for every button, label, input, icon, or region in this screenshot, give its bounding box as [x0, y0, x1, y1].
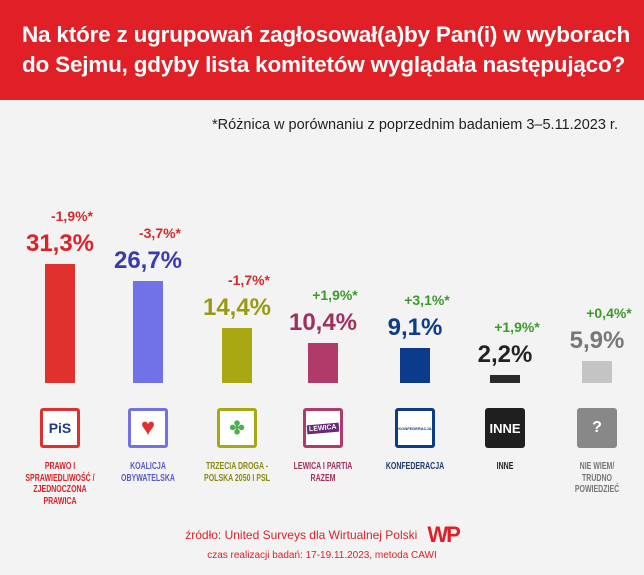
- value-label: 26,7%: [113, 247, 183, 275]
- change-label: +1,9%*: [494, 318, 540, 335]
- title-line-1: Na które z ugrupowań zagłosował(a)by Pan…: [22, 22, 631, 47]
- value-label: 31,3%: [25, 230, 95, 257]
- bar: [133, 281, 163, 383]
- inne-logo-icon: INNE: [485, 408, 525, 448]
- category-label: PRAWO I SPRAWIEDLIWOŚĆ / ZJEDNOCZONA PRA…: [25, 461, 95, 507]
- konfederacja-logo-icon: KONFEDERACJA: [395, 408, 435, 448]
- trzecia-droga-logo-icon: ✤: [217, 408, 257, 448]
- value-label: 14,4%: [202, 294, 272, 322]
- value-label: 10,4%: [288, 309, 358, 337]
- chart-title: Na które z ugrupowań zagłosował(a)by Pan…: [0, 0, 644, 100]
- question-logo-icon: ?: [577, 408, 617, 448]
- change-label: +0,4%*: [586, 304, 632, 321]
- survey-date: czas realizacji badań: 17-19.11.2023, me…: [207, 550, 437, 561]
- bar: [582, 360, 612, 383]
- category-label: TRZECIA DROGA - POLSKA 2050 I PSL: [204, 461, 270, 484]
- change-label: +1,9%*: [312, 287, 358, 304]
- value-label: 2,2%: [477, 340, 533, 368]
- lewica-logo-icon: LEWICA: [303, 408, 343, 448]
- bar: [400, 348, 430, 383]
- bar: [45, 264, 75, 383]
- pis-logo-icon: PiS: [40, 408, 80, 448]
- heart-logo-icon: ♥: [128, 408, 168, 448]
- value-label: 5,9%: [569, 326, 625, 354]
- wp-logo: WP: [427, 522, 460, 547]
- change-label: -1,9%*: [50, 208, 94, 224]
- change-label: -1,7%*: [227, 272, 271, 289]
- footnote: *Różnica w porównaniu z poprzednim badan…: [212, 117, 618, 133]
- change-label: +3,1%*: [404, 292, 450, 309]
- bar: [308, 343, 338, 383]
- change-label: -3,7%*: [138, 225, 182, 242]
- source-text: źródło: United Surveys dla Wirtualnej Po…: [185, 528, 418, 542]
- category-label: INNE: [496, 461, 514, 472]
- value-label: 9,1%: [387, 314, 443, 342]
- category-label: NIE WIEM/ TRUDNO POWIEDZIEĆ: [574, 461, 620, 495]
- source: źródło: United Surveys dla Wirtualnej Po…: [0, 522, 644, 547]
- bar: [222, 328, 252, 383]
- title-line-2: do Sejmu, gdyby lista komitetów wyglądał…: [22, 52, 626, 77]
- category-label: KONFEDERACJA: [385, 461, 445, 472]
- bar: [490, 374, 520, 383]
- category-label: KOALICJA OBYWATELSKA: [121, 461, 175, 484]
- category-label: LEWICA I PARTIA RAZEM: [293, 461, 353, 484]
